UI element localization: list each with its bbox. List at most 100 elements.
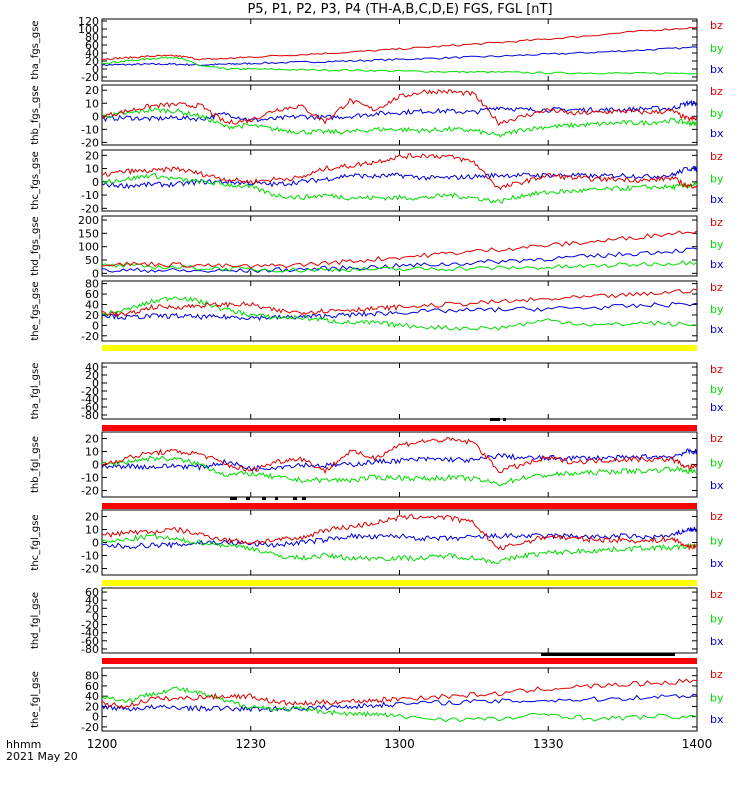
series-by <box>102 56 697 75</box>
mode-mark <box>490 418 500 421</box>
y-tick-label: 20 <box>85 309 99 322</box>
panel-frame <box>101 362 698 420</box>
y-tick-label: 20 <box>85 84 99 97</box>
y-tick-label: 80 <box>85 278 99 291</box>
legend-bx: bx <box>710 401 724 414</box>
y-tick-label: 40 <box>85 690 99 703</box>
series-bx <box>102 448 697 472</box>
panel-frame <box>101 587 698 654</box>
y-tick-label: -80 <box>81 643 99 656</box>
panel-frame <box>101 509 698 576</box>
legend-bx: bx <box>710 635 724 648</box>
panel-frame <box>101 431 698 498</box>
y-tick-label: -20 <box>81 485 99 498</box>
legend-by: by <box>710 535 724 548</box>
legend-bx: bx <box>710 557 724 570</box>
y-tick-label: 20 <box>85 433 99 446</box>
series-bz <box>102 514 697 551</box>
legend-bz: bz <box>710 668 723 681</box>
legend-by: by <box>710 238 724 251</box>
y-tick-label: 20 <box>85 369 99 382</box>
y-axis-label: tha_fgl_gse <box>30 363 41 420</box>
y-tick-label: -20 <box>81 71 99 84</box>
legend-by: by <box>710 107 724 120</box>
series-group <box>102 26 697 75</box>
series-bx <box>102 526 697 550</box>
y-tick-label: 50 <box>85 254 99 267</box>
y-tick-label: 60 <box>85 39 99 52</box>
y-tick-label: 20 <box>85 602 99 615</box>
legend-bx: bx <box>710 127 724 140</box>
y-axis-label: the_fgl_gse <box>30 671 41 728</box>
y-axis-label: thc_fgs_gse <box>30 151 41 210</box>
y-tick-label: -20 <box>81 136 99 149</box>
y-tick-label: 0 <box>92 63 99 76</box>
series-group <box>102 288 697 331</box>
y-tick-label: -20 <box>81 721 99 734</box>
y-tick-label: 20 <box>85 700 99 713</box>
legend-bz: bz <box>710 363 723 376</box>
legend-bx: bx <box>710 63 724 76</box>
series-bx <box>102 301 697 321</box>
series-bz <box>102 230 697 269</box>
y-tick-label: -60 <box>81 401 99 414</box>
y-tick-label: -20 <box>81 385 99 398</box>
legend-bz: bz <box>710 432 723 445</box>
y-tick-label: 0 <box>92 610 99 623</box>
mode-bar-red <box>102 425 697 431</box>
chart-title: P5, P1, P2, P3, P4 (TH-A,B,C,D,E) FGS, F… <box>247 2 552 17</box>
y-tick-label: -20 <box>81 563 99 576</box>
series-bz <box>102 288 697 317</box>
mode-bar-yellow <box>102 345 697 351</box>
y-tick-label: 40 <box>85 361 99 374</box>
series-bz <box>102 88 697 127</box>
y-tick-label: 80 <box>85 670 99 683</box>
legend-bz: bz <box>710 216 723 229</box>
legend-by: by <box>710 457 724 470</box>
y-tick-label: 200 <box>78 214 99 227</box>
y-tick-label: -10 <box>81 189 99 202</box>
legend-by: by <box>710 692 724 705</box>
series-by <box>102 260 697 273</box>
series-by <box>102 296 697 331</box>
mode-mark <box>230 497 237 500</box>
y-tick-label: 10 <box>85 163 99 176</box>
mode-mark <box>541 653 675 656</box>
series-bx <box>102 46 697 67</box>
legend-by: by <box>710 173 724 186</box>
y-tick-label: 80 <box>85 31 99 44</box>
y-tick-label: 0 <box>92 319 99 332</box>
legend-bx: bx <box>710 323 724 336</box>
legend-bz: bz <box>710 150 723 163</box>
mode-bar-yellow <box>102 580 697 586</box>
mode-mark <box>246 497 250 500</box>
legend-bz: bz <box>710 85 723 98</box>
series-group <box>102 88 697 138</box>
legend-bx: bx <box>710 713 724 726</box>
y-tick-label: 0 <box>92 110 99 123</box>
legend-bx: bx <box>710 193 724 206</box>
series-by <box>102 107 697 138</box>
legend-by: by <box>710 42 724 55</box>
series-by <box>102 686 697 723</box>
y-tick-label: -10 <box>81 472 99 485</box>
legend-bz: bz <box>710 19 723 32</box>
legend-bz: bz <box>710 281 723 294</box>
series-bx <box>102 693 697 713</box>
series-bz <box>102 26 697 61</box>
y-axis-label: thb_fgs_gse <box>30 85 41 144</box>
series-bz <box>102 436 697 475</box>
series-bx <box>102 99 697 123</box>
series-group <box>102 230 697 274</box>
series-bx <box>102 247 697 274</box>
mode-mark <box>302 497 306 500</box>
mode-mark <box>275 497 278 500</box>
series-by <box>102 533 697 565</box>
